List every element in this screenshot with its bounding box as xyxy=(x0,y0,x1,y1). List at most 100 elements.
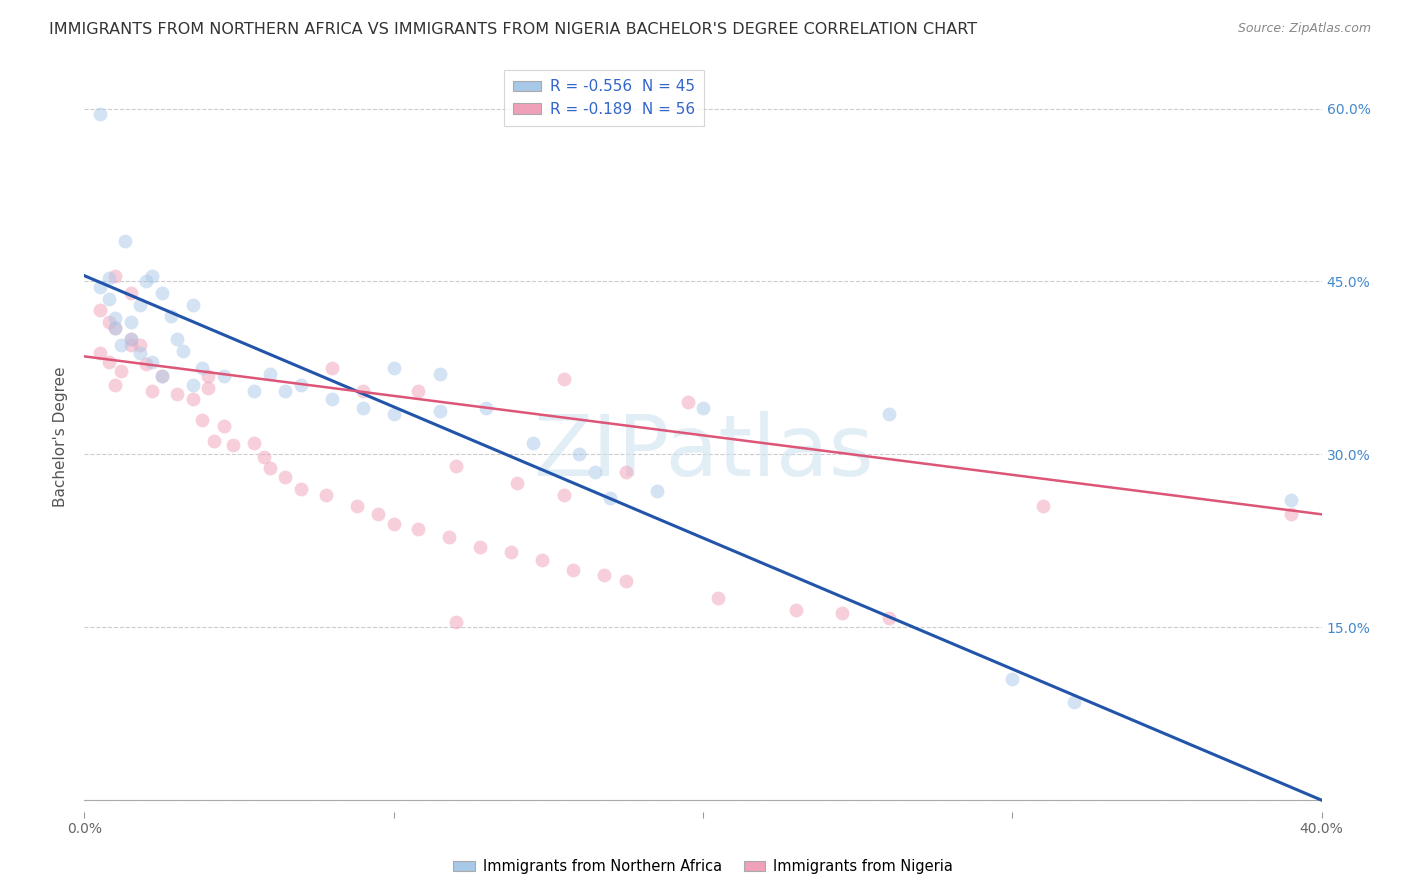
Point xyxy=(172,343,194,358)
Point xyxy=(692,401,714,416)
Point xyxy=(429,367,451,381)
Point xyxy=(274,384,297,398)
Point xyxy=(382,360,405,375)
Point xyxy=(191,413,214,427)
Point xyxy=(475,401,498,416)
Point xyxy=(89,303,111,318)
Point xyxy=(531,553,554,567)
Point xyxy=(382,407,405,421)
Text: Source: ZipAtlas.com: Source: ZipAtlas.com xyxy=(1237,22,1371,36)
Point xyxy=(150,369,173,384)
Point xyxy=(104,311,127,326)
Point xyxy=(877,611,900,625)
Point xyxy=(222,438,245,452)
Point xyxy=(135,275,157,289)
Point xyxy=(129,297,152,311)
Point xyxy=(129,338,152,352)
Point xyxy=(120,315,142,329)
Point xyxy=(593,568,616,582)
Point xyxy=(352,401,374,416)
Point xyxy=(1279,493,1302,508)
Point xyxy=(562,563,585,577)
Point xyxy=(89,107,111,121)
Point xyxy=(89,346,111,360)
Point xyxy=(120,338,142,352)
Point xyxy=(1001,672,1024,686)
Point xyxy=(141,268,163,283)
Point xyxy=(439,530,461,544)
Point xyxy=(429,403,451,417)
Point xyxy=(1032,500,1054,514)
Point xyxy=(599,491,621,505)
Point xyxy=(243,384,266,398)
Point xyxy=(707,591,730,606)
Legend: Immigrants from Northern Africa, Immigrants from Nigeria: Immigrants from Northern Africa, Immigra… xyxy=(447,854,959,880)
Point xyxy=(321,360,343,375)
Point xyxy=(614,465,637,479)
Point xyxy=(166,332,188,346)
Point xyxy=(259,367,281,381)
Point xyxy=(98,315,121,329)
Point xyxy=(408,384,430,398)
Point xyxy=(382,516,405,531)
Point xyxy=(470,540,492,554)
Point xyxy=(120,332,142,346)
Point xyxy=(120,332,142,346)
Point xyxy=(129,346,152,360)
Point xyxy=(645,484,668,499)
Point xyxy=(785,603,807,617)
Point xyxy=(181,297,204,311)
Point xyxy=(553,488,575,502)
Point xyxy=(197,369,219,384)
Point xyxy=(191,360,214,375)
Point xyxy=(212,369,235,384)
Point xyxy=(212,418,235,433)
Text: ZIPatlas: ZIPatlas xyxy=(533,410,873,493)
Point xyxy=(583,465,606,479)
Point xyxy=(444,458,467,473)
Point xyxy=(352,384,374,398)
Point xyxy=(104,320,127,334)
Point xyxy=(166,387,188,401)
Y-axis label: Bachelor's Degree: Bachelor's Degree xyxy=(53,367,69,508)
Point xyxy=(150,285,173,300)
Point xyxy=(181,378,204,392)
Point xyxy=(315,488,337,502)
Point xyxy=(181,392,204,406)
Point xyxy=(506,476,529,491)
Point xyxy=(114,234,136,248)
Point xyxy=(98,355,121,369)
Point xyxy=(110,364,132,378)
Point xyxy=(120,285,142,300)
Point xyxy=(160,309,183,323)
Point xyxy=(568,447,591,461)
Point xyxy=(141,384,163,398)
Point xyxy=(877,407,900,421)
Point xyxy=(321,392,343,406)
Point xyxy=(346,500,368,514)
Point xyxy=(202,434,225,448)
Text: IMMIGRANTS FROM NORTHERN AFRICA VS IMMIGRANTS FROM NIGERIA BACHELOR'S DEGREE COR: IMMIGRANTS FROM NORTHERN AFRICA VS IMMIG… xyxy=(49,22,977,37)
Point xyxy=(614,574,637,589)
Point xyxy=(243,435,266,450)
Point xyxy=(259,461,281,475)
Point xyxy=(141,355,163,369)
Point xyxy=(104,378,127,392)
Point xyxy=(89,280,111,294)
Point xyxy=(408,522,430,536)
Point xyxy=(104,320,127,334)
Point xyxy=(150,369,173,384)
Point xyxy=(1279,508,1302,522)
Point xyxy=(1063,695,1085,709)
Point xyxy=(831,607,853,621)
Point xyxy=(290,378,312,392)
Point xyxy=(110,338,132,352)
Point xyxy=(98,292,121,306)
Point xyxy=(197,380,219,394)
Point xyxy=(553,372,575,386)
Point xyxy=(253,450,276,464)
Point xyxy=(676,395,699,409)
Point xyxy=(135,358,157,372)
Point xyxy=(98,271,121,285)
Point xyxy=(290,482,312,496)
